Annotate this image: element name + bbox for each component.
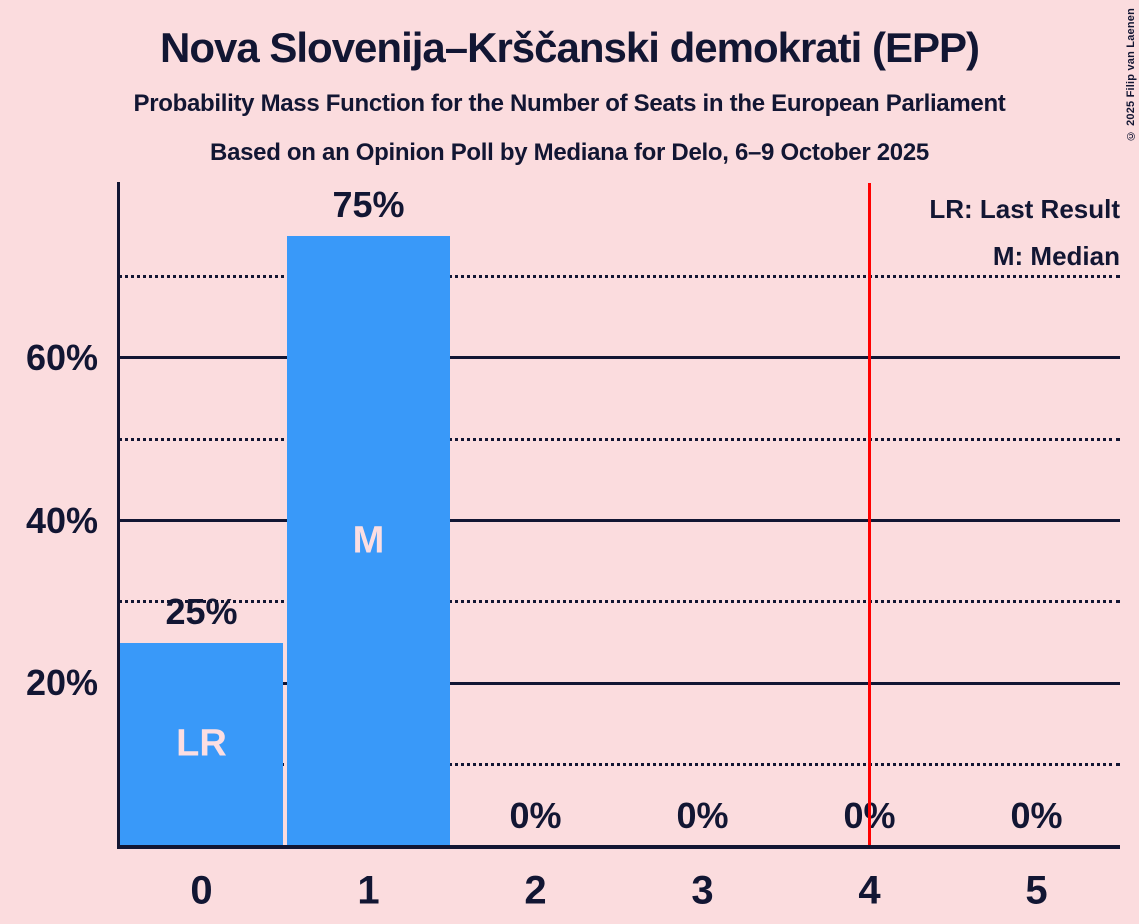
value-label-seats-1: 75% [332,183,405,225]
gridline-dotted-50pct [118,437,1120,441]
gridline-solid-40pct [118,519,1120,522]
chart-legend: LR: Last Result M: Median [929,186,1120,280]
bar-annotation-m: M [352,519,385,562]
value-label-seats-0: 25% [165,590,238,632]
chart-title: Nova Slovenija–Krščanski demokrati (EPP) [159,24,980,71]
x-axis-tick-label-2: 2 [524,868,547,913]
x-axis-tick-label-1: 1 [357,868,380,913]
value-label-seats-3: 0% [676,795,729,836]
copyright-notice: © 2025 Filip van Laenen [1125,8,1137,142]
gridline-solid-20pct [118,681,1120,685]
gridline-dotted-30pct [118,600,1120,604]
y-axis-tick-label-20pct: 20% [25,662,98,704]
x-axis-tick-label-4: 4 [858,868,881,913]
gridline-dotted-10pct [118,763,1120,767]
legend-entry-median: M: Median [992,241,1120,271]
y-axis-tick-label-40pct: 40% [25,499,98,541]
gridline-dotted-70pct [118,274,1120,278]
x-axis-tick-label-3: 3 [691,868,714,913]
y-axis-line [116,182,120,849]
last-result-threshold-line [868,183,871,845]
value-label-seats-2: 0% [509,795,562,836]
value-label-seats-5: 0% [1010,795,1063,836]
x-axis-tick-label-5: 5 [1025,868,1048,913]
x-axis-line [116,845,1120,849]
chart-source-note: Based on an Opinion Poll by Mediana for … [210,139,929,166]
y-axis-tick-label-60pct: 60% [25,336,98,378]
chart-subtitle: Probability Mass Function for the Number… [133,90,1006,117]
bar-seats-1 [287,235,450,846]
x-axis-tick-label-0: 0 [190,868,213,913]
bar-annotation-lr: LR [176,722,227,765]
gridline-solid-60pct [118,356,1120,360]
bar-seats-0 [120,642,283,846]
legend-entry-last-result: LR: Last Result [929,194,1120,224]
